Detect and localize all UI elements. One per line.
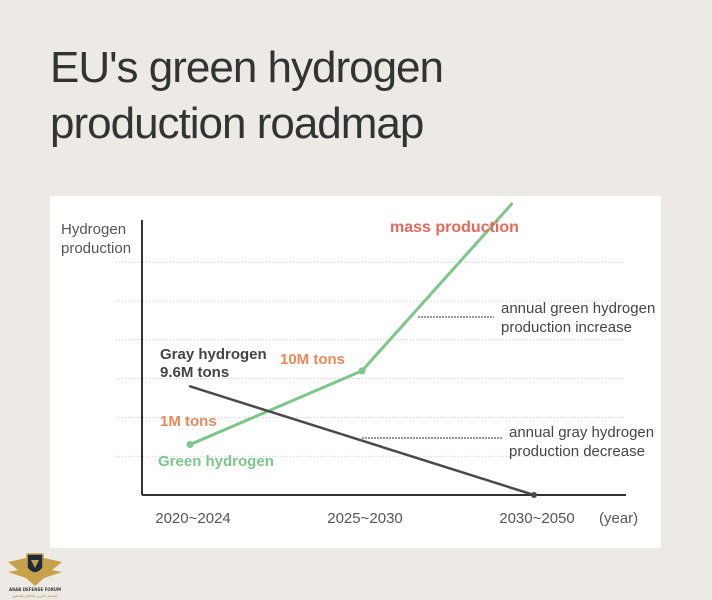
x-tick-labels: 2020~2024 2025~2030 2030~2050 xyxy=(155,510,575,527)
gray-hydrogen-line xyxy=(188,385,536,497)
gray-hydrogen-point xyxy=(531,492,537,498)
arab-defense-forum-logo: ARAB DEFENSE FORUM المنتدى العربي للدفاع… xyxy=(4,548,66,600)
eagle-emblem-icon: ARAB DEFENSE FORUM المنتدى العربي للدفاع… xyxy=(8,553,62,598)
green-hydrogen-series-label: Green hydrogen xyxy=(158,453,274,470)
shield-emblem xyxy=(31,560,39,568)
green-mid-value-label: 10M tons xyxy=(280,351,345,368)
green-increase-label-line-1: annual green hydrogen xyxy=(501,300,655,317)
y-axis-label-line-1: Hydrogen xyxy=(61,221,126,238)
page-title: EU's green hydrogen production roadmap xyxy=(50,40,650,152)
green-hydrogen-point xyxy=(186,441,194,449)
chart-panel: Hydrogen production 2020~2024 2025~2030 20… xyxy=(50,196,661,548)
logo-text-line-1: ARAB DEFENSE FORUM xyxy=(9,587,61,592)
mass-production-label: mass production xyxy=(390,219,519,236)
page-title-line-2: production roadmap xyxy=(50,99,424,148)
hydrogen-roadmap-chart: Hydrogen production 2020~2024 2025~2030 20… xyxy=(61,202,655,527)
x-tick-label: 2030~2050 xyxy=(499,510,575,527)
series-points xyxy=(186,367,537,498)
x-axis-unit-label: (year) xyxy=(599,510,638,527)
x-tick-label: 2025~2030 xyxy=(327,510,403,527)
x-tick-label: 2020~2024 xyxy=(155,510,231,527)
green-hydrogen-line xyxy=(188,202,514,447)
grid-lines xyxy=(116,261,625,457)
green-increase-label-line-2: production increase xyxy=(501,319,632,336)
gray-hydrogen-label-line-1: Gray hydrogen xyxy=(160,346,267,363)
gray-decrease-label-line-1: annual gray hydrogen xyxy=(509,424,654,441)
gray-hydrogen-label-line-2: 9.6M tons xyxy=(160,364,229,381)
gray-decrease-label-line-2: production decrease xyxy=(509,443,645,460)
green-hydrogen-point xyxy=(358,367,366,375)
logo-text-line-2: المنتدى العربي للدفاع والتسليح xyxy=(13,594,58,598)
page-title-line-1: EU's green hydrogen xyxy=(50,43,444,92)
y-axis-label-line-2: production xyxy=(61,240,131,257)
green-start-value-label: 1M tons xyxy=(160,413,217,430)
